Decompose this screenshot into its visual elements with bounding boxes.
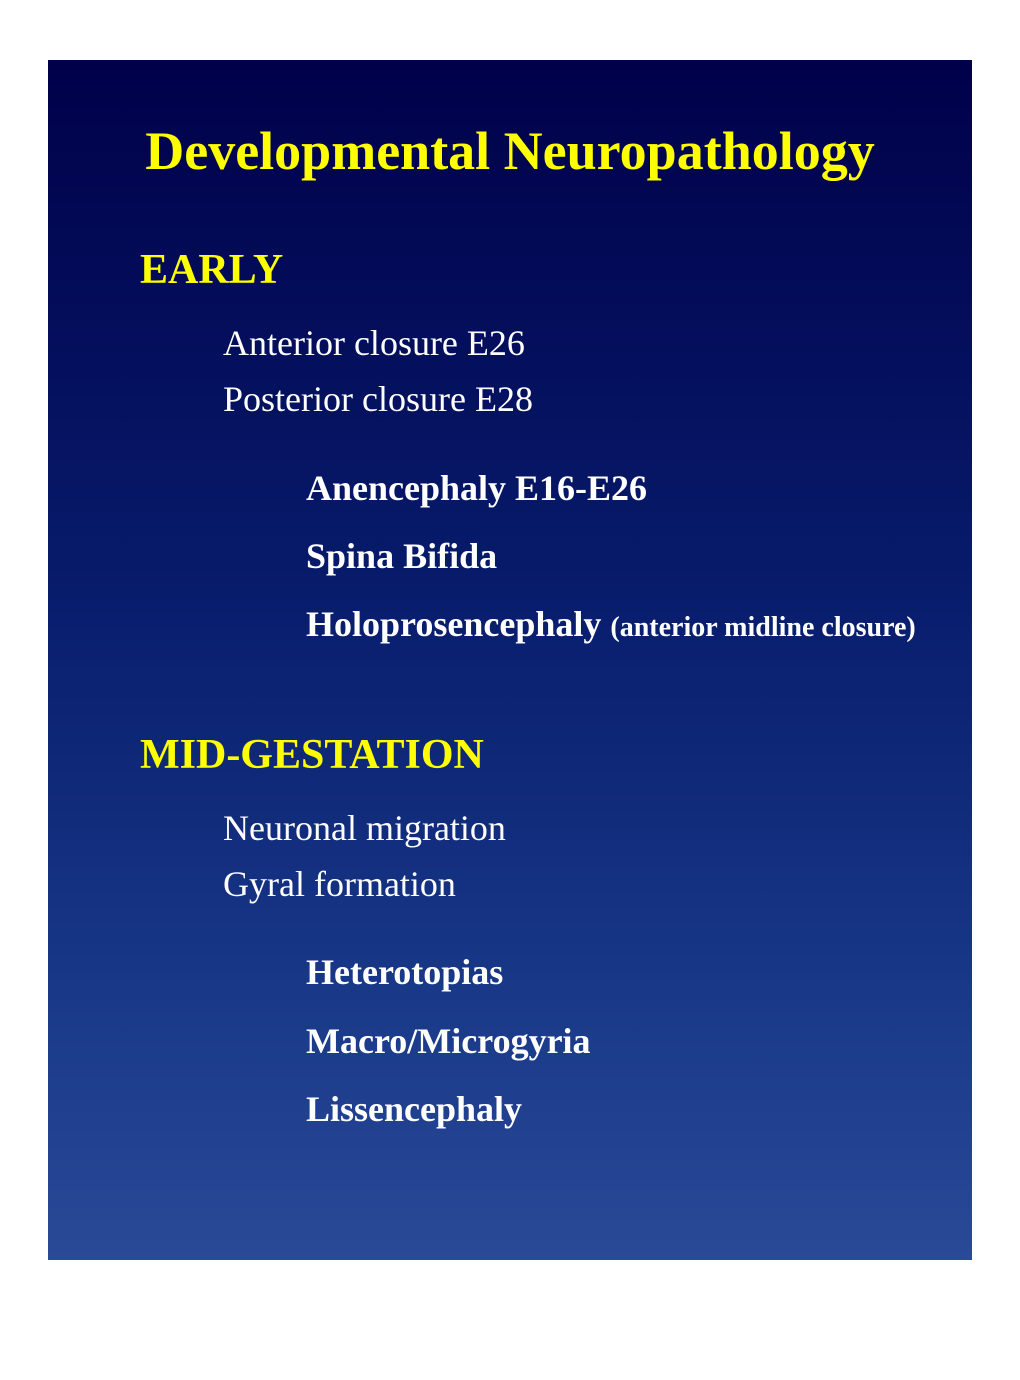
spacer bbox=[88, 912, 932, 938]
mid-event-2: Gyral formation bbox=[223, 857, 932, 913]
early-condition-2: Spina Bifida bbox=[306, 522, 932, 590]
slide-title: Developmental Neuropathology bbox=[88, 120, 932, 182]
early-condition-3-note: (anterior midline closure) bbox=[610, 612, 915, 643]
mid-condition-2: Macro/Microgyria bbox=[306, 1007, 932, 1075]
early-event-1: Anterior closure E26 bbox=[223, 316, 932, 372]
early-condition-1: Anencephaly E16-E26 bbox=[306, 454, 932, 522]
early-condition-3-main: Holoprosencephaly bbox=[306, 604, 610, 644]
mid-event-1: Neuronal migration bbox=[223, 801, 932, 857]
spacer bbox=[88, 659, 932, 731]
early-event-2: Posterior closure E28 bbox=[223, 372, 932, 428]
section-header-mid: MID-GESTATION bbox=[140, 731, 932, 779]
section-header-early: EARLY bbox=[140, 246, 932, 294]
mid-condition-1: Heterotopias bbox=[306, 938, 932, 1006]
spacer bbox=[88, 428, 932, 454]
mid-condition-3: Lissencephaly bbox=[306, 1075, 932, 1143]
early-condition-3: Holoprosencephaly (anterior midline clos… bbox=[306, 590, 932, 658]
slide: Developmental Neuropathology EARLY Anter… bbox=[48, 60, 972, 1260]
